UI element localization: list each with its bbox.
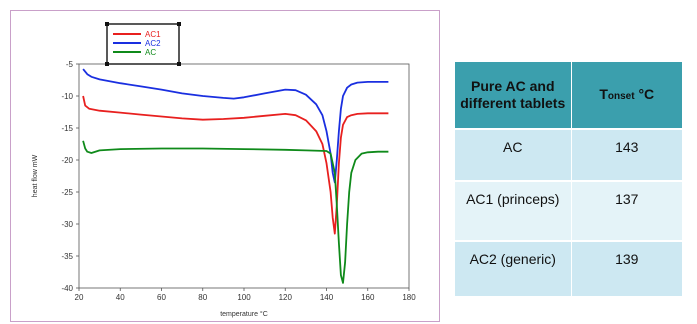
- x-tick-label: 180: [402, 293, 416, 302]
- legend-handle: [177, 22, 181, 26]
- header-tonset-unit: °C: [634, 85, 655, 102]
- header-tonset-symbol: T: [599, 85, 608, 102]
- x-tick-label: 80: [198, 293, 207, 302]
- y-axis-title: heat flow mW: [32, 154, 39, 197]
- legend-label: AC2: [145, 39, 161, 48]
- onset-value: 137: [571, 180, 682, 241]
- sample-name: AC2 (generic): [455, 240, 572, 296]
- plot-lines: [82, 68, 389, 284]
- y-tick-label: -30: [61, 220, 73, 229]
- series-line-ac: [82, 140, 389, 284]
- plot-axes: 20 40 60 80 100 120 140 160 180 -5 -10 -15 -20 -25 -30…: [61, 60, 416, 302]
- table-row: AC 143: [455, 128, 682, 181]
- series-line-ac1: [82, 95, 389, 235]
- onset-temperature-table: Pure AC and different tablets Tonset °C …: [455, 62, 682, 296]
- table-row: AC2 (generic) 139: [455, 240, 682, 296]
- x-tick-label: 40: [116, 293, 125, 302]
- sample-name: AC1 (princeps): [455, 180, 572, 241]
- x-tick-label: 20: [75, 293, 84, 302]
- x-tick-label: 120: [279, 293, 293, 302]
- legend-label: AC: [145, 48, 156, 57]
- header-tonset: Tonset °C: [571, 62, 682, 129]
- y-tick-label: -5: [66, 60, 74, 69]
- legend-handle: [177, 62, 181, 66]
- dsc-chart-panel: 20 40 60 80 100 120 140 160 180 -5 -10 -15 -20 -25 -30…: [10, 10, 440, 322]
- y-tick-label: -10: [61, 92, 73, 101]
- y-tick-label: -15: [61, 124, 73, 133]
- sample-name: AC: [455, 128, 572, 181]
- y-tick-label: -25: [61, 188, 73, 197]
- header-tonset-subscript: onset: [607, 90, 635, 102]
- y-tick-label: -40: [61, 284, 73, 293]
- onset-value: 143: [571, 128, 682, 181]
- x-tick-label: 160: [361, 293, 375, 302]
- x-axis-title: temperature °C: [220, 310, 268, 318]
- x-tick-label: 140: [320, 293, 334, 302]
- header-sample: Pure AC and different tablets: [455, 62, 572, 129]
- onset-value: 139: [571, 240, 682, 296]
- legend-handle: [105, 62, 109, 66]
- x-tick-label: 60: [157, 293, 166, 302]
- y-tick-label: -20: [61, 156, 73, 165]
- dsc-chart: 20 40 60 80 100 120 140 160 180 -5 -10 -15 -20 -25 -30…: [32, 22, 416, 318]
- table-row: AC1 (princeps) 137: [455, 180, 682, 241]
- series-line-ac2: [82, 68, 389, 184]
- legend-box: [106, 23, 180, 65]
- legend-handle: [105, 22, 109, 26]
- y-tick-label: -35: [61, 252, 73, 261]
- legend-label: AC1: [145, 30, 161, 39]
- x-tick-label: 100: [237, 293, 251, 302]
- table-header-row: Pure AC and different tablets Tonset °C: [455, 62, 682, 129]
